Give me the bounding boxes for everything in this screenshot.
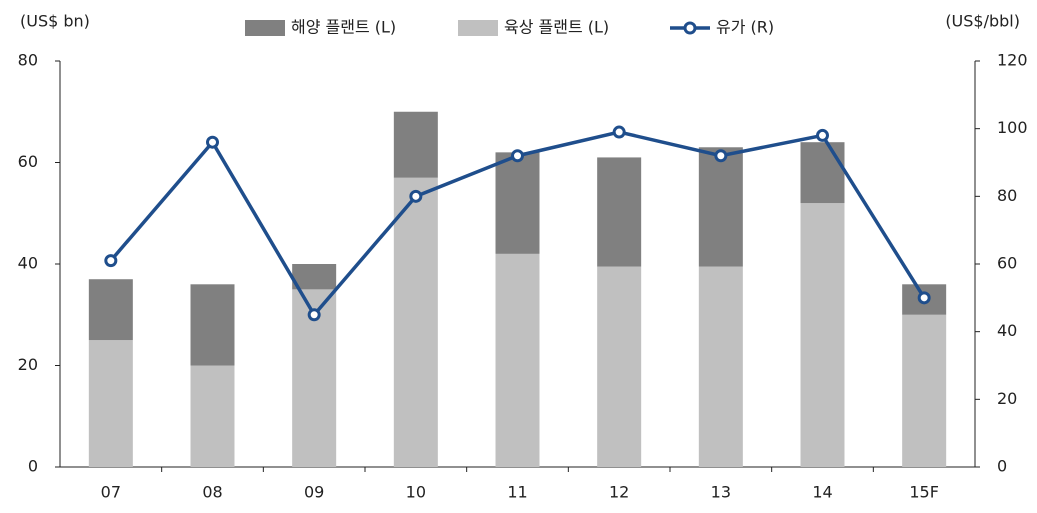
y2-tick-label: 40 — [997, 321, 1017, 340]
line-marker — [917, 291, 931, 305]
line-marker — [206, 135, 219, 149]
bar-segment — [190, 284, 235, 366]
y2-tick-label: 100 — [997, 118, 1028, 137]
line-marker — [714, 149, 728, 163]
line-marker — [104, 254, 118, 268]
x-tick-label: 08 — [202, 483, 222, 502]
y2-tick-label: 0 — [997, 457, 1007, 476]
x-tick-label: 13 — [711, 483, 731, 502]
line-marker — [816, 128, 829, 142]
bar-segment — [698, 266, 743, 467]
x-tick-label: 12 — [609, 483, 629, 502]
y-tick-label: 40 — [18, 254, 38, 273]
x-tick-label: 07 — [101, 483, 121, 502]
legend-label: 유가 (R) — [716, 18, 774, 37]
line-marker — [409, 189, 423, 203]
bar-segment — [88, 279, 133, 341]
legend-swatch — [245, 20, 285, 36]
bar-segment — [698, 147, 743, 267]
y2-tick-label: 80 — [997, 186, 1017, 205]
bar-segment — [495, 152, 540, 254]
bar-segment — [292, 264, 337, 290]
line-marker — [612, 125, 626, 139]
bar-segment — [393, 177, 438, 467]
legend-swatch — [458, 20, 498, 36]
y-tick-label: 80 — [18, 51, 38, 70]
bar-segment — [597, 266, 642, 467]
x-tick-label: 11 — [507, 483, 527, 502]
legend-label: 육상 플랜트 (L) — [504, 18, 609, 37]
x-tick-label: 15F — [909, 483, 939, 502]
x-tick-label: 14 — [812, 483, 832, 502]
y-tick-label: 0 — [28, 457, 38, 476]
y-tick-label: 60 — [18, 152, 38, 171]
line-marker — [511, 149, 524, 163]
y2-tick-label: 120 — [997, 51, 1028, 70]
bar-segment — [88, 340, 133, 467]
y2-tick-label: 60 — [997, 254, 1017, 273]
bar-segment — [902, 314, 947, 467]
legend-label: 해양 플랜트 (L) — [291, 18, 396, 37]
bar-segment — [800, 142, 845, 204]
bar-segment — [800, 203, 845, 467]
y2-tick-label: 20 — [997, 389, 1017, 408]
x-tick-label: 09 — [304, 483, 324, 502]
y2-axis-unit: (US$/bbl) — [945, 12, 1020, 31]
x-tick-label: 10 — [406, 483, 426, 502]
bar-segment — [393, 111, 438, 178]
legend-swatch — [683, 21, 697, 35]
y-axis-unit: (US$ bn) — [20, 12, 90, 31]
y-tick-label: 20 — [18, 355, 38, 374]
bar-segment — [495, 253, 540, 467]
bar-segment — [597, 157, 642, 267]
bar-segment — [190, 365, 235, 467]
line-marker — [307, 308, 321, 322]
